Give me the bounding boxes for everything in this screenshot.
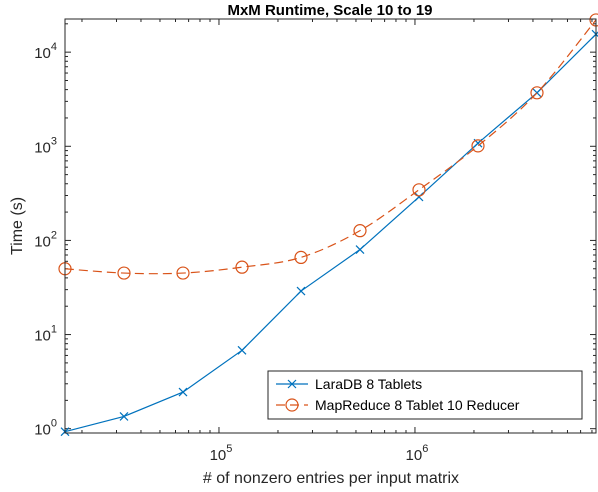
- y-axis-label: Time (s): [9, 197, 26, 255]
- x-marker-stroke: [296, 286, 306, 296]
- x-tick-label: 105: [210, 443, 233, 464]
- x-tick-label-exponent: 5: [226, 443, 232, 455]
- y-tick-label-exponent: 2: [51, 229, 57, 241]
- x-marker-stroke: [414, 192, 424, 202]
- legend-marker-0: [287, 379, 297, 389]
- legend-box: [267, 370, 583, 420]
- plot-frame: [64, 18, 597, 434]
- legend-label-0: LaraDB 8 Tablets: [315, 376, 422, 392]
- y-tick-label: 103: [34, 135, 57, 156]
- x-marker-stroke: [287, 379, 297, 389]
- x-marker-stroke: [355, 245, 365, 254]
- data-point-0: [355, 245, 365, 254]
- data-point-0: [296, 286, 306, 296]
- legend-label-1: MapReduce 8 Tablet 10 Reducer: [315, 397, 520, 413]
- y-tick-label-exponent: 1: [51, 324, 57, 336]
- data-point-1: [530, 86, 544, 100]
- y-tick-label-base: 10: [34, 139, 51, 156]
- data-point-1: [176, 266, 190, 280]
- series-line-0: [64, 33, 597, 433]
- data-point-1: [471, 139, 485, 153]
- y-tick-label: 100: [34, 418, 57, 439]
- x-marker-stroke: [119, 411, 129, 421]
- data-point-0: [119, 411, 129, 421]
- data-point-1: [294, 250, 308, 265]
- y-tick-label-base: 10: [34, 45, 51, 62]
- x-marker-stroke: [178, 387, 188, 397]
- series-line-1: [64, 19, 597, 275]
- y-tick-label-exponent: 3: [51, 135, 57, 147]
- series-1: [58, 13, 598, 280]
- chart-title: MxM Runtime, Scale 10 to 19: [227, 2, 432, 19]
- data-point-1: [117, 266, 131, 280]
- series-layer: [58, 13, 598, 437]
- data-point-1: [353, 224, 367, 238]
- y-tick-label-exponent: 4: [51, 41, 57, 53]
- x-tick-label-base: 10: [406, 447, 423, 464]
- data-point-1: [235, 260, 249, 274]
- y-tick-label-base: 10: [34, 233, 51, 250]
- x-marker-stroke: [237, 345, 247, 355]
- y-tick-label: 102: [34, 229, 57, 250]
- y-tick-label-base: 10: [34, 328, 51, 345]
- x-tick-label-exponent: 6: [422, 443, 428, 455]
- x-axis-label: # of nonzero entries per input matrix: [203, 470, 459, 487]
- y-tick-label-exponent: 0: [51, 418, 57, 430]
- data-point-0: [178, 387, 188, 397]
- y-tick-label-base: 10: [34, 422, 51, 439]
- y-tick-label: 101: [34, 324, 57, 345]
- x-tick-label: 106: [406, 443, 429, 464]
- legend-marker-1: [285, 398, 299, 412]
- data-point-1: [412, 183, 426, 197]
- legend: LaraDB 8 Tablets MapReduce 8 Tablet 10 Re…: [267, 370, 583, 420]
- y-tick-label: 104: [34, 41, 57, 62]
- data-point-0: [414, 192, 424, 202]
- x-tick-label-base: 10: [210, 447, 227, 464]
- data-point-0: [237, 345, 247, 355]
- plot-background: [65, 19, 596, 433]
